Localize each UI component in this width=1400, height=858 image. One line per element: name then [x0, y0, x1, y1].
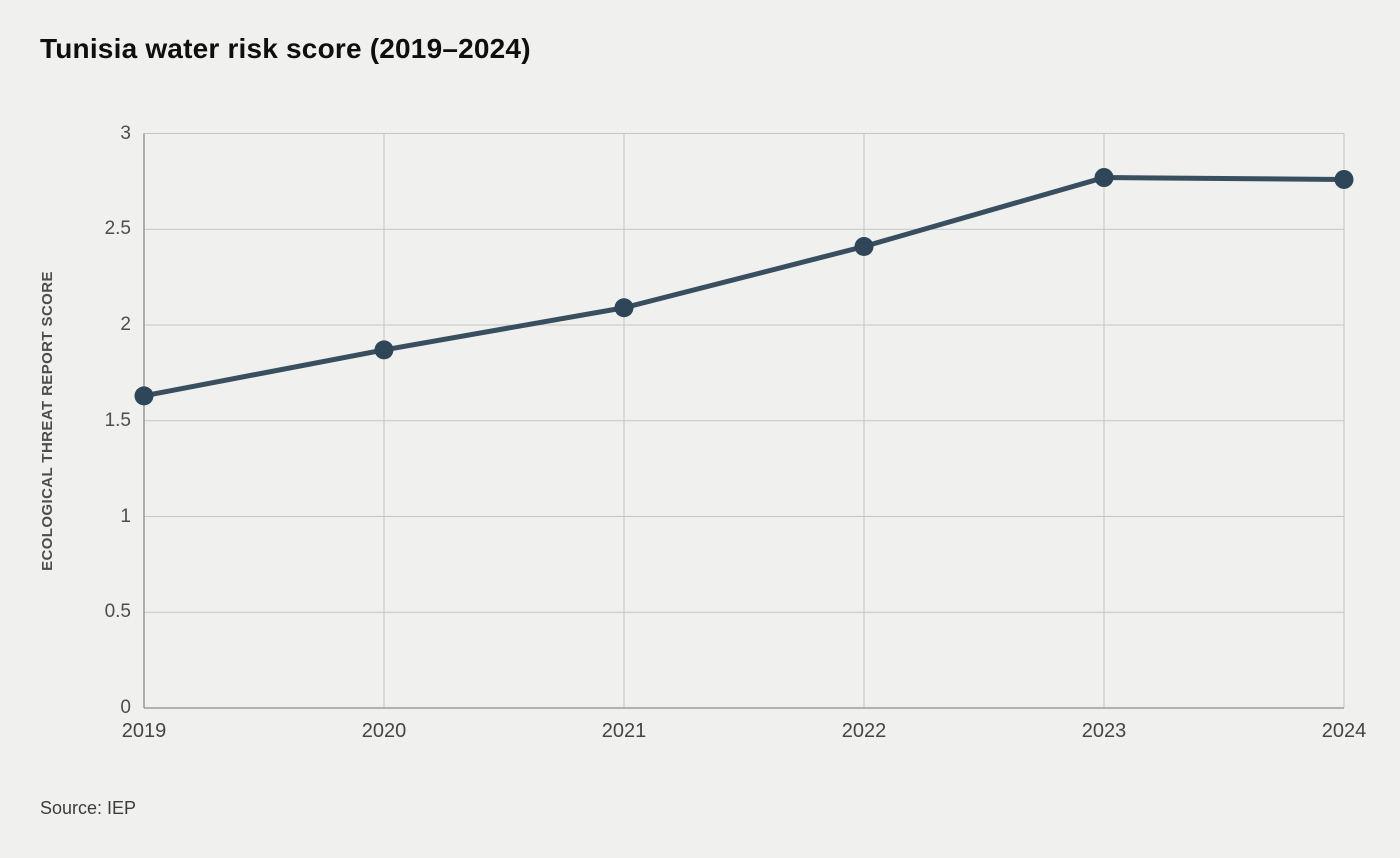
trend-line — [143, 175, 1345, 399]
data-point-2021 — [614, 298, 634, 318]
y-tick-label: 2 — [120, 314, 131, 335]
source-note: Source: IEP — [40, 798, 137, 818]
data-point-2023 — [1094, 168, 1114, 188]
y-tick-label: 3 — [120, 122, 131, 144]
x-tick-label: 2019 — [121, 720, 167, 742]
chart-title: Tunisia water risk score (2019–2024) — [40, 33, 531, 64]
data-points — [134, 168, 1354, 406]
data-point-2024 — [1334, 169, 1354, 189]
x-tick-label: 2020 — [361, 720, 407, 742]
x-tick-label: 2021 — [601, 720, 647, 742]
gridlines — [143, 133, 1345, 709]
axes — [143, 133, 1344, 709]
data-point-2019 — [134, 386, 154, 406]
y-tick-label: 2.5 — [104, 218, 131, 240]
x-tick-label: 2022 — [841, 720, 887, 742]
y-tick-label: 1 — [120, 505, 131, 527]
x-tick-label: 2024 — [1321, 720, 1367, 742]
x-tick-label: 2023 — [1081, 720, 1127, 742]
y-tick-label: 1.5 — [104, 409, 131, 431]
y-tick-label: 0 — [120, 697, 131, 718]
data-point-2022 — [854, 236, 874, 256]
data-point-2020 — [374, 340, 394, 360]
y-tick-label: 0.5 — [104, 601, 131, 623]
